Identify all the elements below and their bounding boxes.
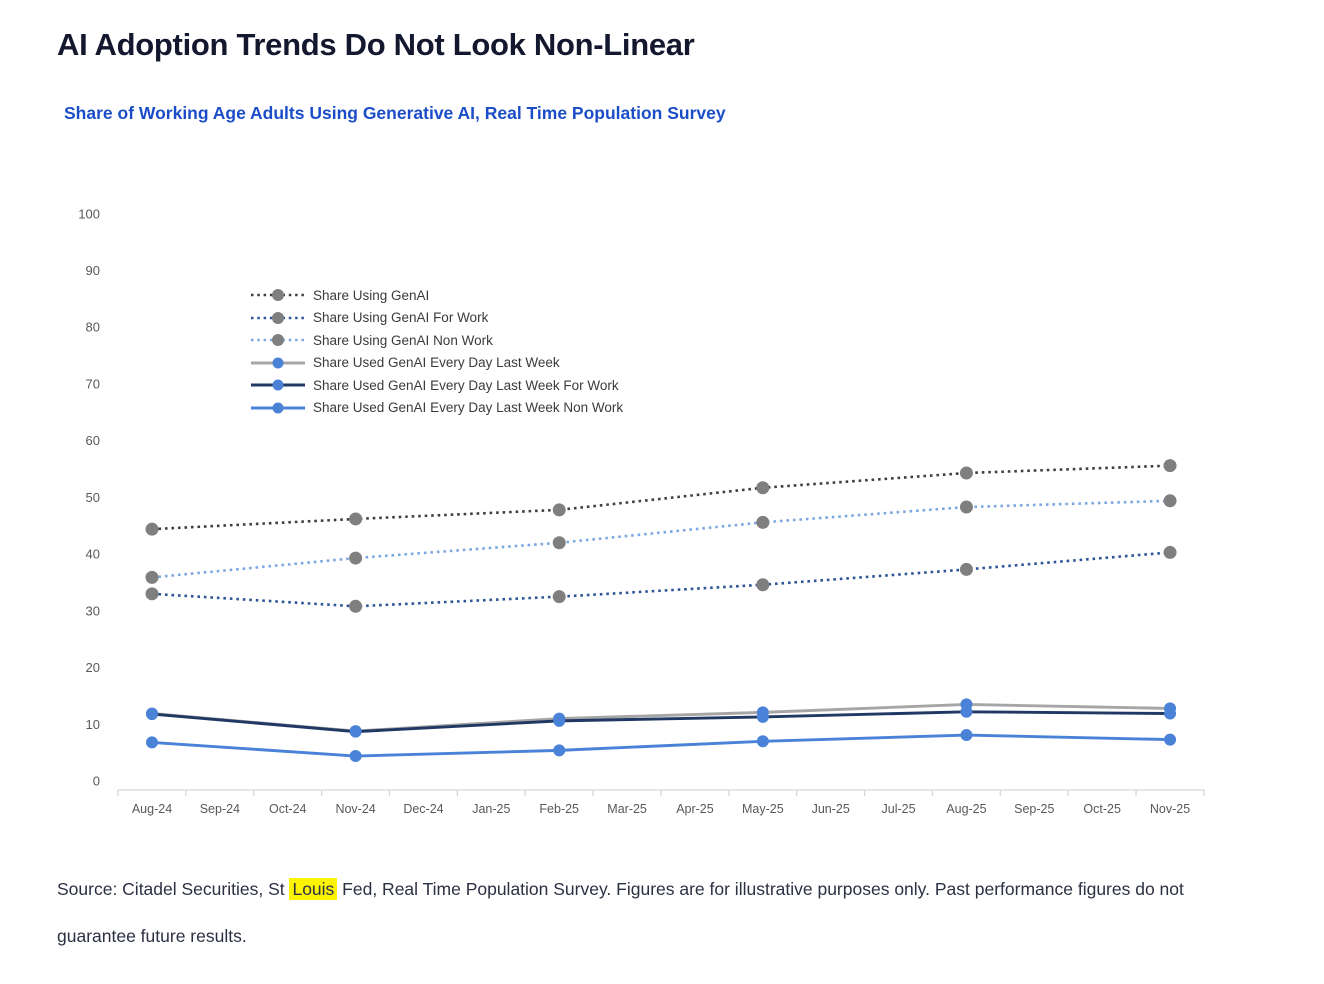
legend-label: Share Used GenAI Every Day Last Week Non… — [313, 400, 624, 416]
data-point-marker — [146, 736, 158, 749]
chart-subtitle: Share of Working Age Adults Using Genera… — [64, 103, 726, 123]
data-point-marker — [960, 705, 973, 718]
legend-label: Share Using GenAI — [313, 287, 430, 303]
y-axis-tick-label: 70 — [86, 376, 100, 391]
data-point-marker — [1163, 494, 1177, 508]
y-axis-tick-label: 0 — [93, 774, 100, 789]
x-axis-tick-label: Dec-24 — [403, 802, 443, 816]
legend-label: Share Used GenAI Every Day Last Week — [313, 355, 560, 371]
series-line-6 — [151, 733, 1171, 758]
legend-label: Share Using GenAI Non Work — [313, 332, 493, 348]
legend-item: Share Used GenAI Every Day Last Week — [250, 352, 623, 375]
data-point-marker — [756, 735, 769, 748]
data-point-marker — [1164, 733, 1177, 746]
x-axis-tick-label: Mar-25 — [607, 802, 647, 816]
legend-item: Share Using GenAI Non Work — [250, 329, 623, 352]
data-point-marker — [552, 590, 566, 604]
x-axis-tick-label: Oct-25 — [1083, 802, 1121, 816]
chart-area: 0 10 20 30 40 50 60 70 80 90 100 Aug-24 Sep-24 Oct-24… — [55, 192, 1225, 842]
x-axis-tick-label: Jul-25 — [882, 802, 916, 816]
legend-label: Share Using GenAI For Work — [313, 310, 489, 326]
legend-marker-dot — [272, 402, 284, 414]
data-point-marker — [145, 587, 159, 601]
legend-line-sample — [251, 334, 305, 347]
data-point-marker — [552, 503, 566, 517]
legend-marker-dot — [272, 357, 284, 369]
x-axis-tick-label: Jun-25 — [812, 802, 850, 816]
data-point-marker — [349, 512, 363, 526]
legend-label: Share Used GenAI Every Day Last Week For… — [313, 377, 619, 393]
y-axis-tick-label: 20 — [86, 660, 100, 675]
x-axis-tick-label: Apr-25 — [676, 802, 714, 816]
chart-legend: Share Using GenAI Share Using GenAI For W… — [250, 284, 623, 419]
data-point-marker — [349, 750, 362, 763]
data-point-marker — [553, 744, 566, 757]
y-axis-tick-label: 50 — [86, 490, 100, 505]
legend-line-sample — [251, 379, 305, 391]
x-axis-tick-label: Jan-25 — [472, 802, 510, 816]
data-point-marker — [959, 562, 973, 576]
y-axis-tick-label: 60 — [86, 433, 100, 448]
x-axis-tick-label: May-25 — [742, 802, 784, 816]
data-point-marker — [1163, 459, 1177, 473]
y-axis-tick-label: 90 — [86, 263, 100, 278]
legend-marker-dot — [272, 379, 284, 391]
y-axis-tick-label: 80 — [86, 320, 100, 335]
data-point-marker — [145, 570, 159, 584]
y-axis-tick-label: 40 — [86, 547, 100, 562]
legend-marker-dot — [272, 334, 284, 347]
series-line-3 — [151, 499, 1171, 579]
data-point-marker — [552, 536, 566, 550]
y-axis-tick-label: 100 — [78, 206, 100, 221]
data-point-marker — [756, 578, 770, 592]
source-text-prefix: Source: Citadel Securities, St — [57, 879, 290, 899]
legend-item: Share Used GenAI Every Day Last Week Non… — [250, 397, 623, 420]
series-line-2 — [151, 551, 1171, 608]
series-line-5 — [151, 710, 1171, 734]
legend-item: Share Using GenAI For Work — [250, 307, 623, 330]
data-point-marker — [1164, 707, 1177, 720]
y-axis-tick-label: 30 — [86, 603, 100, 618]
data-point-marker — [959, 466, 973, 480]
x-axis-tick-label: Feb-25 — [539, 802, 579, 816]
data-point-marker — [756, 481, 770, 495]
data-point-marker — [553, 714, 566, 727]
data-point-marker — [1163, 545, 1177, 559]
legend-line-sample — [251, 289, 305, 302]
x-axis-tick-label: Nov-25 — [1150, 802, 1190, 816]
x-axis-tick-label: Oct-24 — [269, 802, 307, 816]
x-axis-tick-label: Aug-24 — [132, 802, 172, 816]
data-point-marker — [960, 729, 973, 742]
y-axis-tick-label: 10 — [86, 717, 100, 732]
page-title: AI Adoption Trends Do Not Look Non-Linea… — [57, 27, 695, 62]
x-axis-tick-label: Sep-24 — [200, 802, 240, 816]
x-axis-tick-label: Nov-24 — [335, 802, 375, 816]
x-axis-tick-label: Aug-25 — [946, 802, 986, 816]
data-point-marker — [756, 710, 769, 723]
highlighted-text: Louis — [289, 878, 338, 900]
source-note: Source: Citadel Securities, St Louis Fed… — [57, 866, 1212, 959]
legend-line-sample — [251, 402, 305, 414]
series-line-1 — [151, 464, 1171, 531]
source-text-suffix: Fed, Real Time Population Survey. Figure… — [57, 879, 1184, 946]
data-point-marker — [756, 515, 770, 529]
data-point-marker — [349, 599, 363, 613]
x-axis-tick-label: Sep-25 — [1014, 802, 1054, 816]
data-point-marker — [959, 500, 973, 514]
data-point-marker — [349, 551, 363, 565]
legend-item: Share Used GenAI Every Day Last Week For… — [250, 374, 623, 397]
line-chart: 0 10 20 30 40 50 60 70 80 90 100 Aug-24 Sep-24 Oct-24… — [78, 206, 1205, 816]
legend-marker-dot — [272, 289, 284, 302]
legend-marker-dot — [272, 311, 284, 324]
data-point-marker — [349, 725, 362, 738]
data-point-marker — [145, 522, 159, 536]
data-point-marker — [146, 708, 158, 721]
legend-line-sample — [251, 311, 305, 324]
legend-item: Share Using GenAI — [250, 284, 623, 307]
legend-line-sample — [251, 357, 305, 369]
